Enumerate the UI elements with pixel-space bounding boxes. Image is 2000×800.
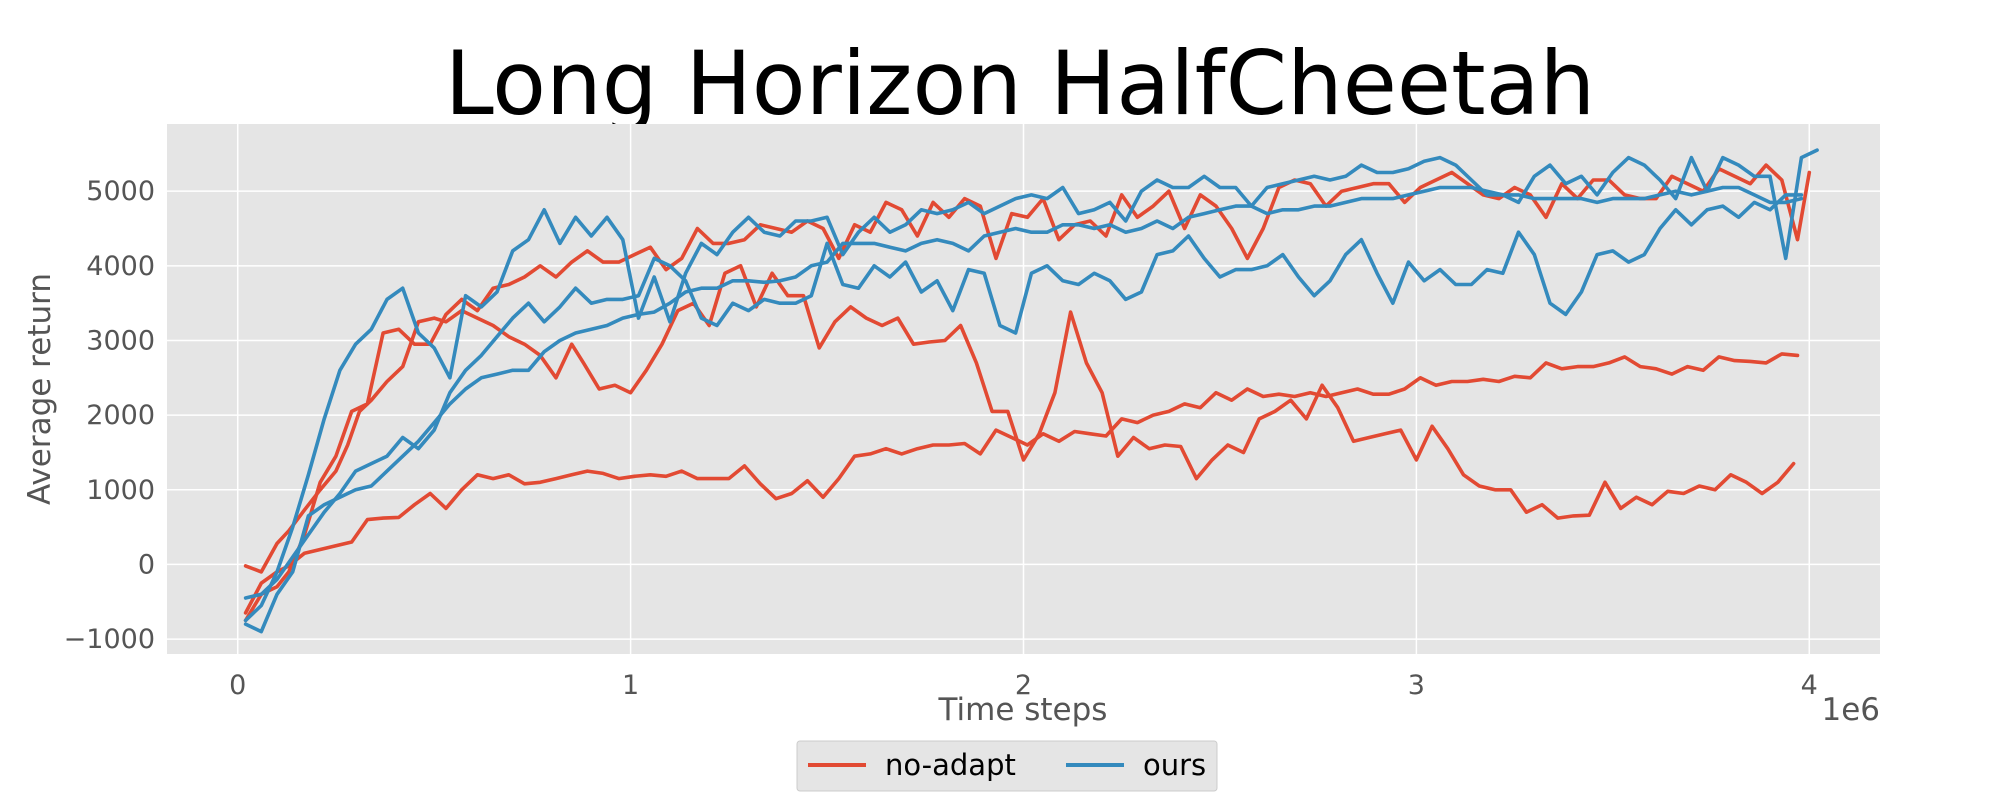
legend-label-ours: ours <box>1143 748 1206 782</box>
series-line-ours-6 <box>243 148 1819 623</box>
chart-title: Long Horizon HalfCheetah <box>445 32 1596 135</box>
x-tick-label: 2 <box>1015 670 1032 701</box>
y-tick-label: 4000 <box>86 251 155 282</box>
y-axis-label: Average return <box>22 273 58 505</box>
grid-lines <box>167 124 1880 654</box>
x-tick-label: 3 <box>1408 670 1425 701</box>
series-line-no-adapt-1 <box>243 263 1796 574</box>
legend-label-no-adapt: no-adapt <box>885 748 1016 782</box>
series-line-no-adapt-3 <box>243 163 1812 623</box>
y-tick-label: 0 <box>138 549 155 580</box>
y-tick-label: 1000 <box>86 475 155 506</box>
legend: no-adapt ours <box>796 740 1218 792</box>
x-tick-label: 0 <box>229 670 246 701</box>
axis-ticks: 0 1 2 3 4 −1000 0 1000 2000 3000 4000 5000 <box>64 176 1818 701</box>
y-tick-label: 5000 <box>86 176 155 207</box>
series-lines <box>243 148 1819 634</box>
x-tick-label: 1 <box>622 670 639 701</box>
legend-box <box>796 740 1218 792</box>
series-line-ours-5 <box>243 193 1804 600</box>
y-tick-label: −1000 <box>64 624 155 655</box>
series-line-ours-4 <box>243 185 1804 634</box>
x-tick-label: 4 <box>1801 670 1818 701</box>
series-line-no-adapt-2 <box>243 352 1800 615</box>
x-axis-multiplier: 1e6 <box>1821 692 1880 728</box>
y-tick-label: 3000 <box>86 325 155 356</box>
x-axis-label: Time steps <box>938 692 1108 728</box>
y-tick-label: 2000 <box>86 400 155 431</box>
